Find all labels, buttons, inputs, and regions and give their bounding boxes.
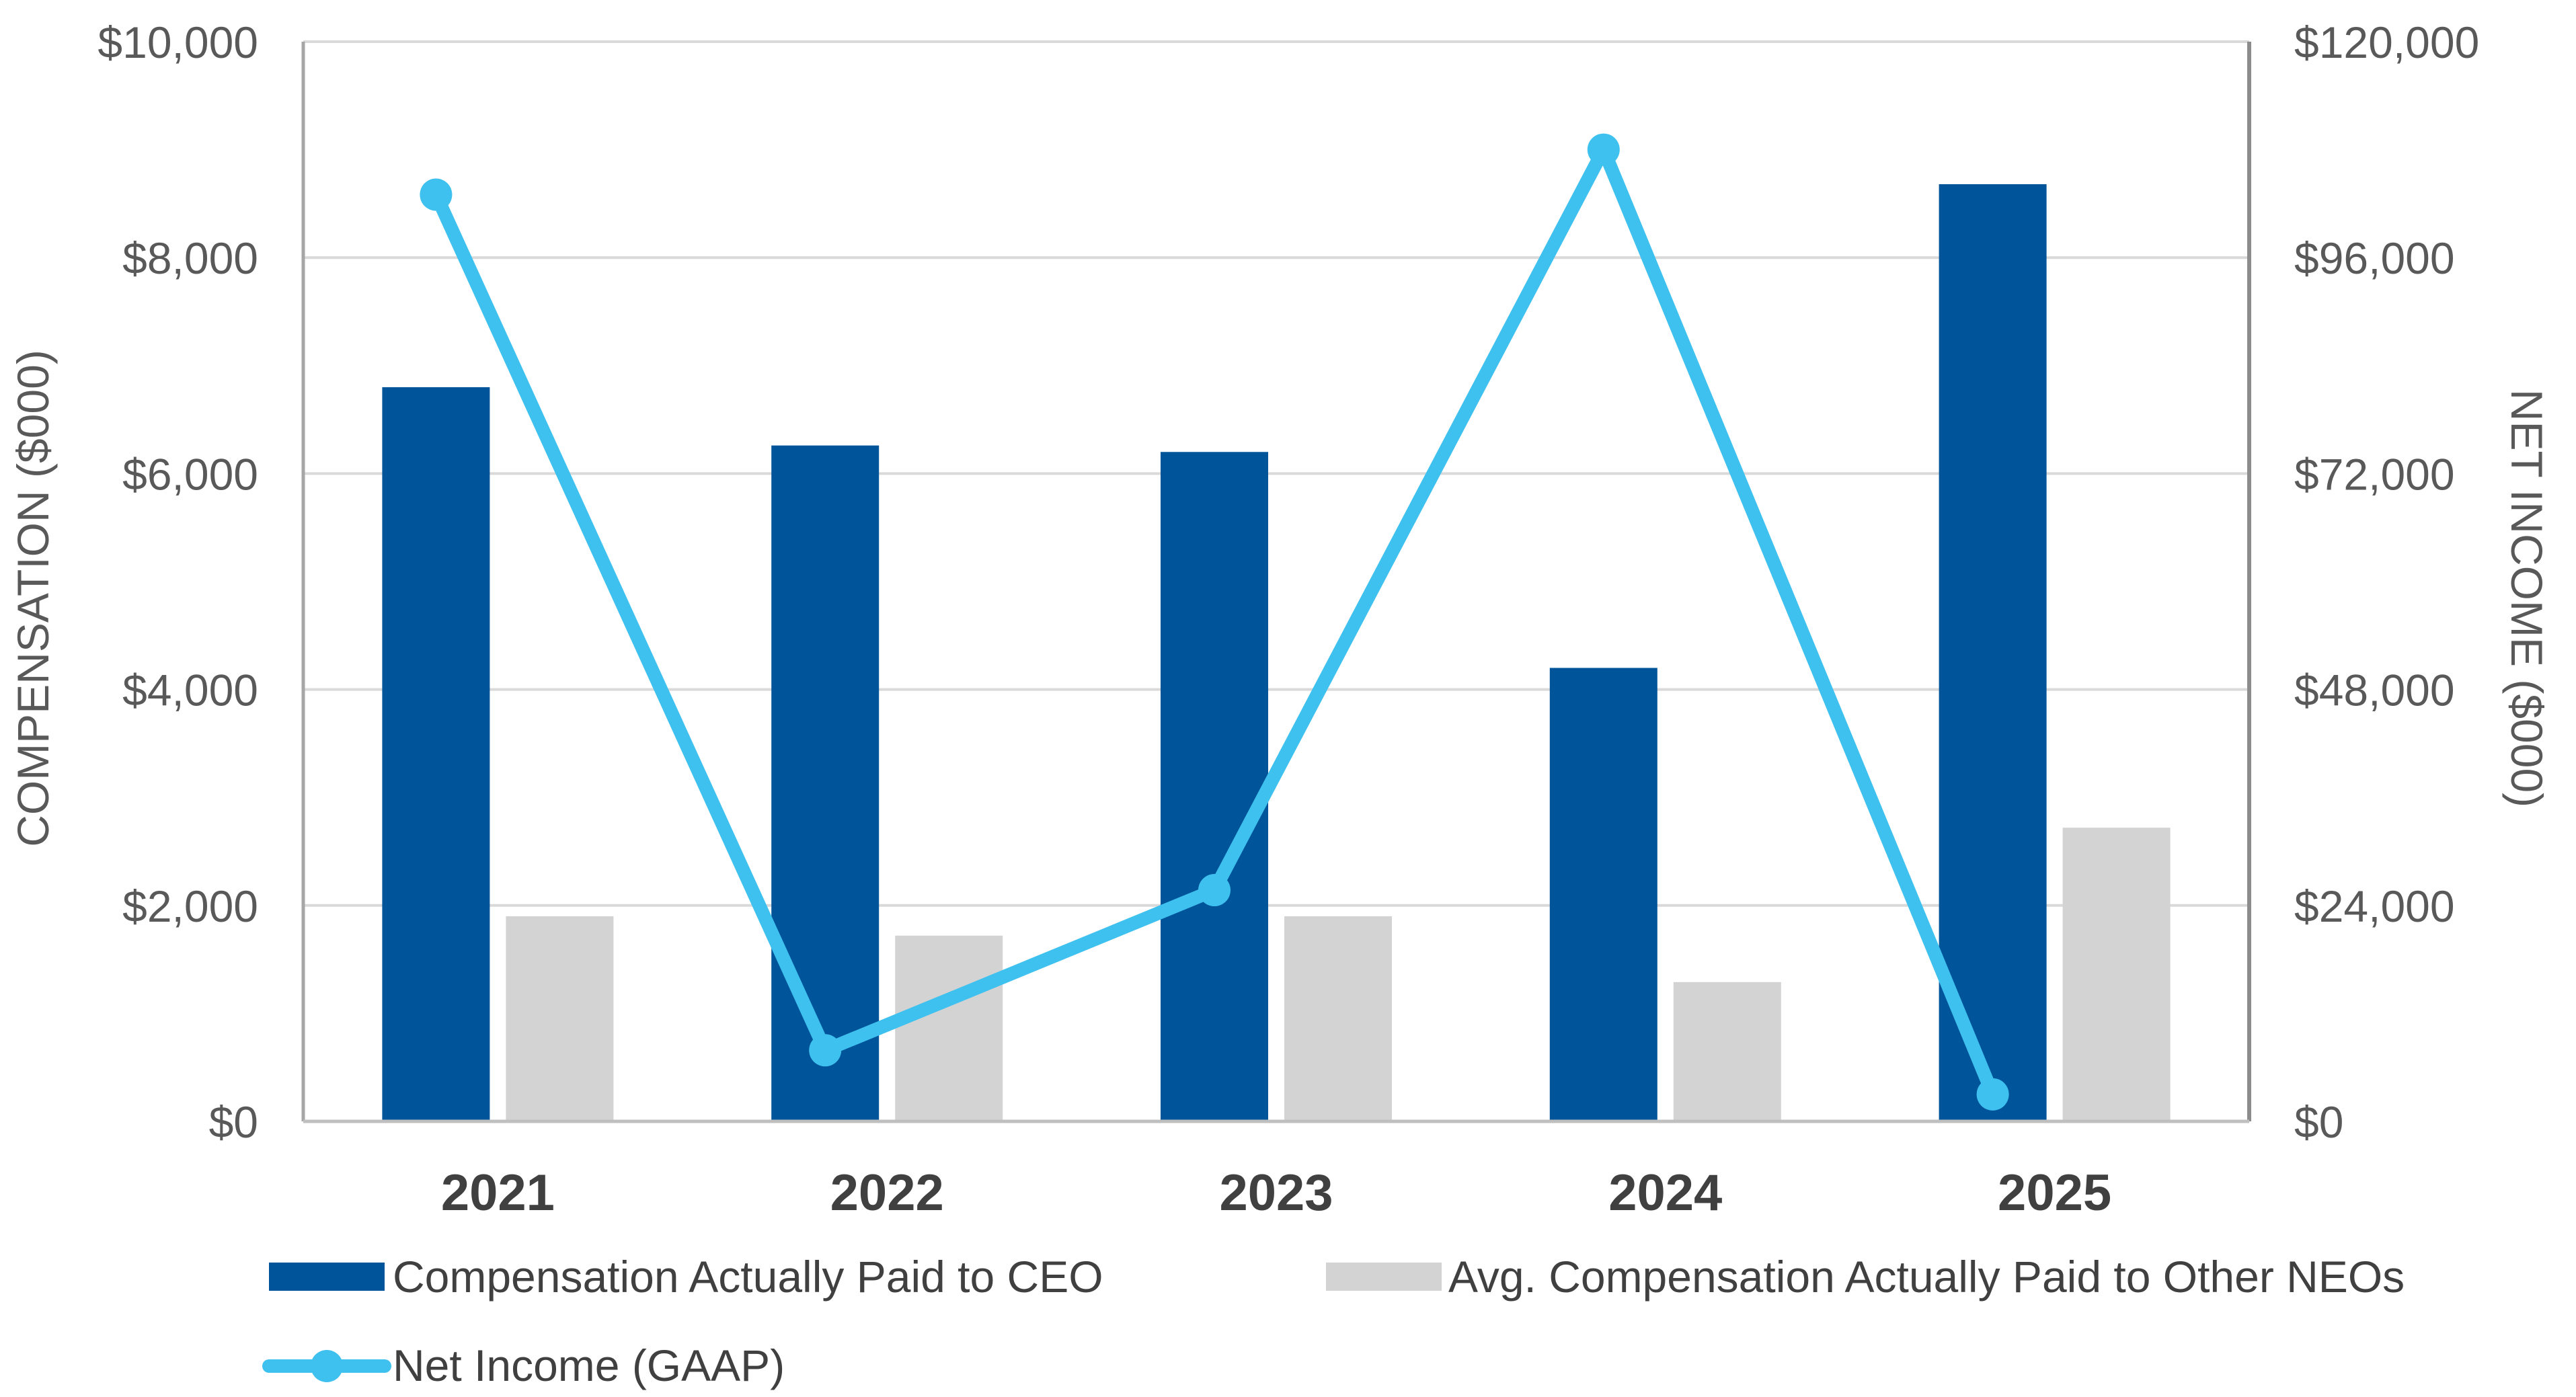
- net-income-point-2025: [1976, 1078, 2009, 1111]
- bar-neo-2024: [1673, 982, 1781, 1121]
- y-tick-label: $6,000: [122, 449, 258, 499]
- y-tick-label: $4,000: [122, 666, 258, 715]
- x-tick-label-2023: 2023: [1219, 1164, 1333, 1222]
- y2-tick-label: $48,000: [2294, 666, 2455, 715]
- x-tick-label-2021: 2021: [441, 1164, 555, 1222]
- bar-neo-2023: [1284, 916, 1392, 1121]
- grid-layer: [303, 40, 2249, 907]
- y-axis-title: COMPENSATION ($000): [8, 350, 58, 847]
- bar-ceo-2024: [1549, 668, 1657, 1121]
- bar-neo-2025: [2062, 828, 2171, 1121]
- bar-neo-2022: [895, 935, 1003, 1121]
- line-layer: [420, 133, 2009, 1111]
- y2-tick-label: $24,000: [2294, 881, 2455, 931]
- y2-tick-label: $120,000: [2294, 17, 2479, 67]
- x-tick-label-2022: 2022: [830, 1164, 944, 1222]
- y-tick-label: $0: [209, 1097, 258, 1147]
- label-layer: $0 $2,000 $4,000 $6,000 $8,000 $10,000 $0 $24,0…: [97, 17, 2479, 1222]
- net-income-point-2022: [809, 1034, 842, 1067]
- legend-label-neo: Avg. Compensation Actually Paid to Other…: [1448, 1252, 2405, 1302]
- legend-swatch-neo: [1326, 1263, 1442, 1291]
- x-tick-label-2024: 2024: [1608, 1164, 1722, 1222]
- legend-swatch-net-income-marker: [311, 1350, 343, 1382]
- legend-label-net-income: Net Income (GAAP): [393, 1341, 785, 1390]
- y-tick-label: $10,000: [97, 17, 258, 67]
- y-tick-label: $2,000: [122, 881, 258, 931]
- y2-tick-label: $72,000: [2294, 449, 2455, 499]
- bar-ceo-2023: [1161, 452, 1268, 1121]
- bar-ceo-2025: [1939, 184, 2047, 1122]
- y2-tick-label: $0: [2294, 1097, 2343, 1147]
- net-income-point-2024: [1587, 133, 1620, 166]
- bar-neo-2021: [506, 916, 614, 1121]
- y2-tick-label: $96,000: [2294, 233, 2455, 283]
- bar-ceo-2021: [382, 387, 490, 1122]
- legend-label-ceo: Compensation Actually Paid to CEO: [393, 1252, 1103, 1302]
- net-income-point-2021: [420, 178, 453, 211]
- net-income-point-2023: [1198, 874, 1231, 907]
- bar-ceo-2022: [771, 445, 880, 1121]
- legend: Compensation Actually Paid to CEO Avg. C…: [262, 1252, 2405, 1390]
- x-tick-label-2025: 2025: [1998, 1164, 2111, 1222]
- y-tick-label: $8,000: [122, 233, 258, 283]
- legend-swatch-ceo: [269, 1263, 385, 1291]
- bar-layer: [382, 184, 2171, 1122]
- y2-axis-title: NET INCOME ($000): [2502, 389, 2552, 807]
- axis-layer: [301, 42, 2251, 1123]
